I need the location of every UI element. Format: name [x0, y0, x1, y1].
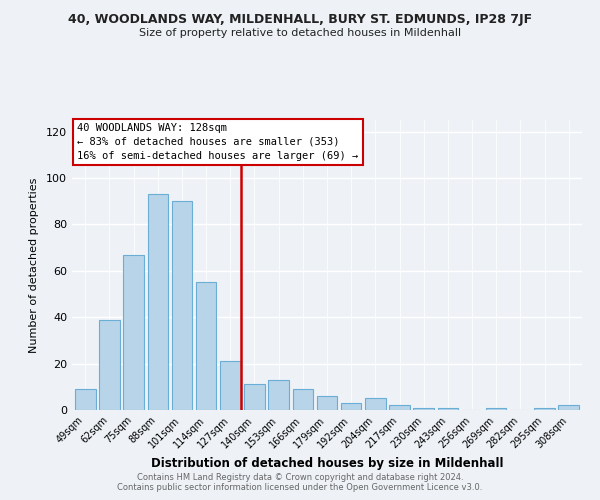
- Bar: [413, 408, 434, 410]
- Bar: [148, 194, 168, 410]
- Bar: [437, 408, 458, 410]
- Bar: [365, 398, 386, 410]
- Text: 40 WOODLANDS WAY: 128sqm
← 83% of detached houses are smaller (353)
16% of semi-: 40 WOODLANDS WAY: 128sqm ← 83% of detach…: [77, 123, 358, 161]
- Bar: [486, 408, 506, 410]
- Bar: [268, 380, 289, 410]
- Bar: [75, 389, 95, 410]
- Text: Contains public sector information licensed under the Open Government Licence v3: Contains public sector information licen…: [118, 484, 482, 492]
- Y-axis label: Number of detached properties: Number of detached properties: [29, 178, 39, 352]
- X-axis label: Distribution of detached houses by size in Mildenhall: Distribution of detached houses by size …: [151, 456, 503, 469]
- Text: Contains HM Land Registry data © Crown copyright and database right 2024.: Contains HM Land Registry data © Crown c…: [137, 474, 463, 482]
- Bar: [293, 389, 313, 410]
- Bar: [244, 384, 265, 410]
- Bar: [341, 403, 361, 410]
- Bar: [534, 408, 555, 410]
- Bar: [196, 282, 217, 410]
- Bar: [172, 201, 192, 410]
- Bar: [559, 406, 579, 410]
- Bar: [124, 254, 144, 410]
- Bar: [389, 406, 410, 410]
- Text: Size of property relative to detached houses in Mildenhall: Size of property relative to detached ho…: [139, 28, 461, 38]
- Bar: [99, 320, 120, 410]
- Text: 40, WOODLANDS WAY, MILDENHALL, BURY ST. EDMUNDS, IP28 7JF: 40, WOODLANDS WAY, MILDENHALL, BURY ST. …: [68, 12, 532, 26]
- Bar: [317, 396, 337, 410]
- Bar: [220, 362, 241, 410]
